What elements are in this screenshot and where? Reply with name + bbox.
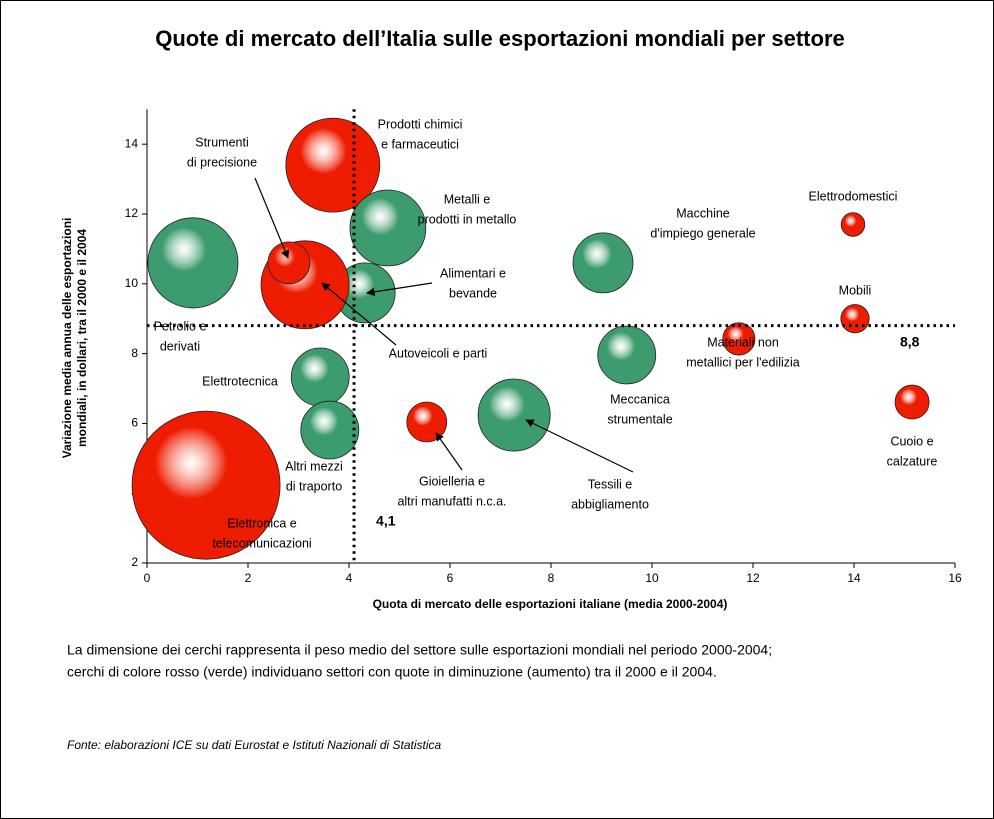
point-label: Strumenti: [195, 135, 249, 149]
point-label: Tessili e: [588, 477, 633, 491]
point-label: di traporto: [286, 479, 342, 493]
x-tick-label: 8: [548, 571, 555, 585]
bubble: [267, 241, 311, 285]
point-label: Mobili: [839, 283, 872, 297]
bubble: [285, 117, 381, 213]
point-label: Elettronica e: [227, 516, 297, 530]
bubble: [597, 325, 657, 385]
bubble: [894, 384, 930, 420]
point-label: Petrolio e: [154, 319, 207, 333]
bubble: [572, 232, 634, 294]
point-label: Prodotti chimici: [378, 117, 463, 131]
point-label: Metalli e: [444, 192, 491, 206]
y-tick-label: 10: [125, 276, 139, 290]
bubble: [131, 410, 281, 560]
point-label: derivati: [160, 339, 200, 353]
y-tick-label: 8: [131, 346, 138, 360]
bubble: [147, 217, 239, 309]
point-label: prodotti in metallo: [418, 212, 517, 226]
point-label: Alimentari e: [440, 266, 506, 280]
y-tick-label: 6: [131, 416, 138, 430]
point-label: Elettrodomestici: [809, 189, 898, 203]
bubble: [840, 304, 870, 334]
point-label: Cuoio e: [890, 434, 933, 448]
note: cerchi di colore rosso (verde) individua…: [67, 664, 717, 680]
x-tick-label: 10: [645, 571, 659, 585]
leader-arrow: [321, 282, 397, 346]
x-tick-label: 4: [346, 571, 353, 585]
y-tick-label: 2: [131, 555, 138, 569]
y-axis-label: Variazione media annua delle esportazion…: [60, 218, 89, 459]
leader-arrow: [435, 432, 463, 471]
point-label: Elettrotecnica: [202, 374, 278, 388]
y-axis-label-line: Variazione media annua delle esportazion…: [60, 218, 74, 459]
point-label: abbigliamento: [571, 497, 649, 511]
reference-label: 4,1: [376, 513, 396, 529]
leader-arrow: [366, 282, 433, 297]
y-axis-label-line: mondiali, in dollari, tra il 2000 e il 2…: [75, 229, 89, 447]
point-label: Materiali non: [707, 335, 779, 349]
point-label: Altri mezzi: [285, 459, 343, 473]
point-label: Autoveicoli e parti: [389, 346, 488, 360]
point-label: telecomunicazioni: [212, 536, 311, 550]
bubble: [300, 400, 360, 460]
point-label: Gioielleria e: [419, 474, 485, 488]
point-label: metallici per l'edilizia: [686, 355, 800, 369]
chart-title: Quote di mercato dell’Italia sulle espor…: [155, 26, 845, 51]
source: Fonte: elaborazioni ICE su dati Eurostat…: [67, 738, 442, 752]
point-label: Macchine: [676, 206, 730, 220]
bubble: [722, 322, 756, 356]
y-tick-label: 14: [125, 136, 139, 150]
point-label: calzature: [887, 454, 938, 468]
bubble: [840, 212, 866, 237]
bubble: [477, 378, 551, 452]
x-tick-label: 6: [447, 571, 454, 585]
point-label: altri manufatti n.c.a.: [397, 494, 506, 508]
bubble: [290, 347, 350, 407]
y-tick-label: 12: [125, 206, 139, 220]
x-tick-label: 12: [746, 571, 760, 585]
point-label: strumentale: [607, 412, 672, 426]
reference-label: 8,8: [900, 333, 920, 349]
bubble: [406, 401, 448, 443]
x-axis-label: Quota di mercato delle esportazioni ital…: [373, 597, 728, 611]
x-tick-label: 0: [144, 571, 151, 585]
x-tick-label: 14: [847, 571, 861, 585]
note: La dimensione dei cerchi rappresenta il …: [67, 642, 772, 658]
x-tick-label: 16: [948, 571, 962, 585]
point-label: e farmaceutici: [381, 137, 459, 151]
leader-arrow: [525, 419, 634, 473]
leader-arrow: [254, 177, 289, 259]
x-tick-label: 2: [245, 571, 252, 585]
bubble: [349, 189, 427, 267]
point-label: bevande: [449, 286, 497, 300]
point-label: d'impiego generale: [650, 226, 755, 240]
point-label: Meccanica: [610, 392, 670, 406]
point-label: di precisione: [187, 155, 257, 169]
